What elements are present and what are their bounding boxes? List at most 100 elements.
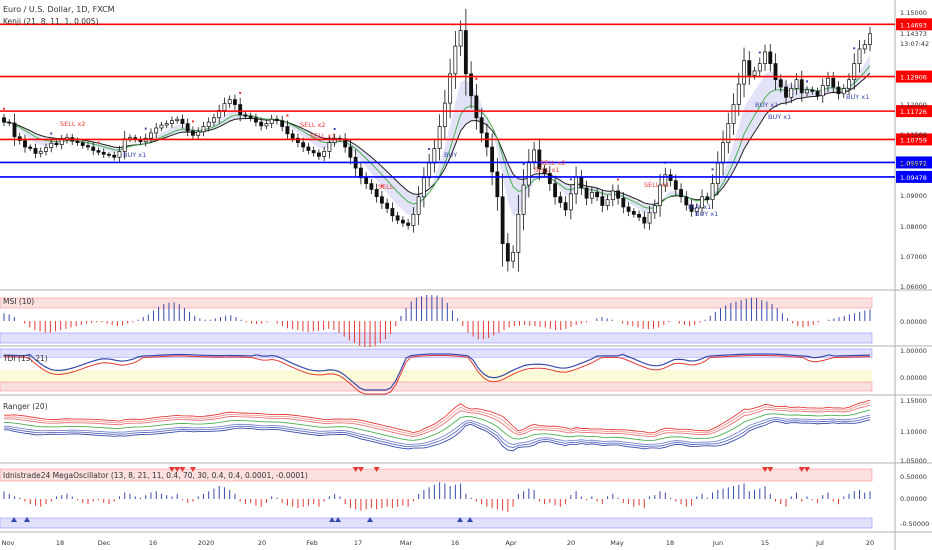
price-tick-label: 13:07:42 — [900, 40, 929, 48]
sell-arrow — [373, 467, 380, 472]
candle — [49, 132, 54, 153]
tdi-panel — [0, 348, 873, 395]
candle — [164, 120, 169, 129]
signal-label: BUY x1 — [695, 210, 718, 218]
buy-arrow — [367, 517, 373, 522]
horizontal-levels: 1.14693 1.12906 1.11726 1.10759 1.09972 1.094… — [0, 18, 932, 183]
mega-arrows — [11, 467, 811, 522]
candle — [406, 219, 411, 230]
candle — [33, 143, 38, 159]
buy-arrow — [329, 517, 335, 522]
candle — [80, 139, 85, 149]
candle — [810, 86, 815, 95]
candle — [631, 208, 636, 218]
signal-label: BUY x1 — [123, 151, 146, 159]
sell-arrow — [189, 467, 196, 472]
candle — [637, 210, 641, 222]
mega-label-low: -0.50000 — [900, 520, 929, 528]
sell-arrow — [352, 467, 359, 472]
candle — [726, 112, 731, 154]
candle — [469, 61, 474, 109]
candle — [516, 194, 521, 272]
ranger-band-line — [3, 419, 871, 452]
candle — [820, 78, 825, 103]
candle — [532, 142, 537, 170]
signal-label: SELL x1 — [310, 132, 336, 140]
candle — [595, 188, 600, 201]
candle — [479, 108, 484, 143]
candle — [652, 199, 657, 219]
time-axis: Nov 18 Dec 16 2020 20 Feb 17 Mar 16 Apr 20 May 18 Jun 1… — [2, 539, 874, 547]
ranger-label-mid: 1.10000 — [900, 428, 927, 436]
buy-arrow — [11, 517, 17, 522]
candle — [815, 87, 820, 100]
candles — [2, 8, 872, 272]
sell-arrow — [762, 467, 769, 472]
candle — [605, 195, 610, 211]
level-tag — [896, 156, 932, 169]
candle — [862, 39, 867, 54]
candle — [731, 93, 736, 135]
candle — [196, 127, 201, 140]
price-tick-label: 1.06000 — [900, 283, 927, 291]
candle — [553, 175, 558, 205]
candle — [274, 115, 279, 125]
candle — [191, 120, 195, 140]
candle — [747, 51, 752, 85]
ranger-band-line — [3, 402, 871, 436]
price-axis: 1.150001.1437313:07:421.120001.115001.10… — [900, 9, 929, 291]
time-tick-label: Apr — [505, 539, 517, 547]
signal-label: BUY x1 — [846, 93, 869, 101]
candle — [7, 119, 12, 126]
candle — [463, 8, 468, 96]
candle — [91, 142, 96, 156]
candle — [584, 180, 589, 206]
signal-label: SELL — [378, 183, 394, 191]
candle — [668, 169, 673, 187]
ranger-bands — [3, 399, 871, 452]
time-tick-label: Jul — [815, 539, 824, 547]
candle — [180, 114, 185, 129]
price-tick-label: 1.10000 — [900, 160, 927, 168]
ranger-panel — [3, 399, 871, 452]
candle — [647, 205, 652, 230]
candle — [500, 173, 505, 267]
candle — [206, 117, 211, 132]
price-tick-label: 1.08000 — [900, 223, 927, 231]
candle — [159, 121, 164, 132]
candle — [400, 216, 405, 227]
candle — [658, 173, 662, 217]
candle — [348, 139, 353, 165]
candle — [212, 113, 216, 127]
level-tag — [896, 18, 932, 31]
level-tag-text: 1.09972 — [900, 159, 927, 167]
candle — [526, 149, 531, 198]
candle — [332, 128, 337, 147]
level-tag-text: 1.09478 — [900, 174, 927, 182]
buy-arrow — [335, 517, 341, 522]
ranger-title: Ranger (20) — [3, 402, 48, 411]
signal-label: SELL x1 — [534, 166, 560, 174]
sell-arrow — [357, 467, 364, 472]
candle — [185, 118, 190, 137]
ranger-band-line — [3, 399, 871, 434]
candle — [259, 117, 264, 131]
candle — [421, 167, 426, 208]
time-tick-label: Feb — [306, 539, 318, 547]
time-tick-label: 16 — [451, 539, 459, 547]
tdi-red-line — [3, 355, 871, 395]
candle — [254, 113, 258, 127]
kenji-mid-line — [3, 65, 871, 209]
mega-histogram — [3, 482, 871, 512]
ranger-band-line — [3, 414, 871, 446]
level-tag-text: 1.14693 — [900, 21, 927, 29]
candle — [736, 72, 741, 116]
candle — [784, 79, 788, 105]
signal-label: BUY — [444, 151, 457, 159]
candle — [264, 120, 269, 129]
msi-zero-label: 0.00000 — [900, 318, 927, 326]
time-tick-label: 18 — [56, 539, 64, 547]
msi-title: MSI (10) — [3, 297, 34, 306]
